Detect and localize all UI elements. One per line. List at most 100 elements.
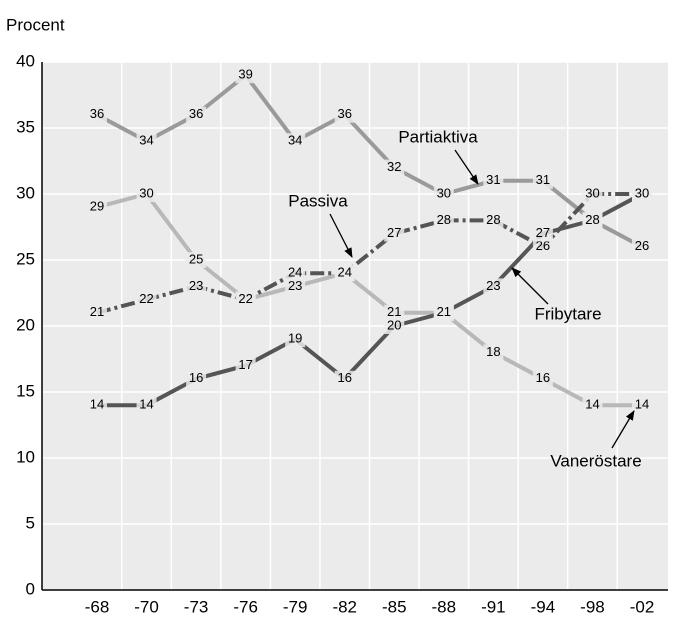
- label-halo: [186, 370, 207, 387]
- data-label: 16: [189, 370, 203, 385]
- label-halo: [384, 159, 405, 176]
- data-label: 34: [288, 133, 302, 148]
- data-label: 29: [90, 199, 104, 214]
- label-halo: [384, 304, 405, 321]
- data-label: 21: [387, 304, 401, 319]
- label-halo: [186, 278, 207, 295]
- label-halo: [632, 397, 652, 414]
- annotation-arrow: [611, 410, 635, 449]
- label-halo: [136, 186, 157, 202]
- y-tick-label: 35: [16, 117, 35, 136]
- annotation-arrow: [511, 267, 549, 305]
- data-label: 27: [387, 225, 401, 240]
- y-tick-label: 25: [16, 249, 35, 268]
- label-halo: [433, 304, 454, 321]
- data-label: 19: [288, 331, 302, 346]
- x-tick-label: -91: [481, 597, 506, 616]
- x-tick-label: -70: [134, 597, 159, 616]
- data-label: 26: [536, 238, 550, 253]
- label-halo: [87, 199, 107, 216]
- x-tick-label: -02: [630, 597, 655, 616]
- label-halo: [334, 370, 355, 387]
- data-label: 23: [189, 278, 203, 293]
- data-label: 32: [387, 159, 401, 174]
- label-halo: [532, 172, 553, 189]
- data-label: 21: [90, 304, 104, 319]
- series-name: Partiaktiva: [398, 127, 478, 146]
- series-name: Passiva: [288, 191, 348, 210]
- annotation-arrow: [454, 149, 479, 185]
- label-halo: [483, 212, 504, 229]
- label-halo: [532, 238, 553, 255]
- data-label: 30: [437, 185, 451, 200]
- x-tick-label: -88: [432, 597, 457, 616]
- data-label: 34: [139, 133, 153, 148]
- data-label: 27: [536, 225, 550, 240]
- label-halo: [632, 186, 652, 202]
- y-tick-label: 10: [16, 447, 35, 466]
- series-name: Fribytare: [534, 304, 601, 323]
- x-tick-label: -94: [531, 597, 556, 616]
- data-label: 18: [486, 344, 500, 359]
- label-halo: [87, 304, 107, 321]
- data-label: 28: [486, 212, 500, 227]
- label-halo: [285, 133, 306, 150]
- label-halo: [433, 212, 454, 229]
- label-halo: [285, 265, 306, 282]
- data-label: 16: [337, 370, 351, 385]
- data-label: 22: [139, 291, 153, 306]
- data-label: 31: [486, 172, 500, 187]
- data-label: 28: [437, 212, 451, 227]
- data-label: 14: [90, 397, 104, 412]
- label-halo: [384, 318, 405, 334]
- x-tick-label: -85: [382, 597, 407, 616]
- label-halo: [186, 252, 207, 268]
- x-tick-label: -82: [332, 597, 357, 616]
- y-tick-label: 30: [16, 183, 35, 202]
- label-halo: [334, 265, 355, 282]
- data-label: 36: [189, 106, 203, 121]
- label-halo: [235, 291, 256, 308]
- data-label: 14: [585, 397, 599, 412]
- x-tick-label: -68: [85, 597, 110, 616]
- data-label: 14: [139, 397, 153, 412]
- x-tick-label: -98: [580, 597, 605, 616]
- data-label: 28: [585, 212, 599, 227]
- data-label: 14: [635, 397, 649, 412]
- x-tick-label: -76: [233, 597, 258, 616]
- y-tick-label: 15: [16, 381, 35, 400]
- label-halo: [235, 357, 256, 374]
- label-halo: [483, 172, 504, 189]
- label-halo: [532, 370, 553, 387]
- label-halo: [235, 67, 256, 84]
- y-axis-label: Procent: [6, 15, 65, 34]
- label-halo: [334, 106, 355, 123]
- data-label: 23: [288, 278, 302, 293]
- data-label: 25: [189, 251, 203, 266]
- data-label: 21: [437, 304, 451, 319]
- y-tick-label: 20: [16, 315, 35, 334]
- data-label: 22: [238, 291, 252, 306]
- label-halo: [87, 106, 107, 123]
- data-label: 16: [536, 370, 550, 385]
- label-halo: [483, 278, 504, 295]
- data-label: 24: [288, 265, 302, 280]
- series-name: Vaneröstare: [550, 451, 641, 470]
- y-tick-label: 5: [26, 513, 35, 532]
- data-label: 24: [337, 265, 351, 280]
- data-label: 30: [635, 185, 649, 200]
- label-halo: [384, 225, 405, 242]
- y-tick-label: 40: [16, 51, 35, 70]
- label-halo: [136, 397, 157, 414]
- label-halo: [582, 186, 603, 202]
- data-label: 23: [486, 278, 500, 293]
- data-label: 31: [536, 172, 550, 187]
- label-halo: [285, 331, 306, 348]
- data-label: 30: [139, 185, 153, 200]
- data-label: 39: [238, 67, 252, 82]
- x-tick-label: -73: [184, 597, 209, 616]
- data-label: 26: [635, 238, 649, 253]
- label-halo: [483, 344, 504, 361]
- data-label: 30: [585, 185, 599, 200]
- data-label: 36: [337, 106, 351, 121]
